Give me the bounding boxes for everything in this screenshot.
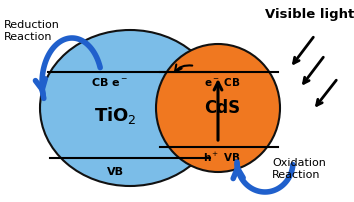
Text: CdS: CdS: [204, 99, 240, 117]
Text: h$^+$ VB: h$^+$ VB: [203, 150, 241, 164]
Text: Oxidation
Reaction: Oxidation Reaction: [272, 158, 326, 180]
Ellipse shape: [40, 30, 220, 186]
Text: TiO$_2$: TiO$_2$: [94, 104, 136, 125]
Text: e$^-$ CB: e$^-$ CB: [204, 76, 240, 88]
Text: Reduction
Reaction: Reduction Reaction: [4, 20, 60, 42]
Text: CB e$^-$: CB e$^-$: [91, 76, 129, 88]
Text: Visible light: Visible light: [266, 8, 354, 21]
Ellipse shape: [156, 44, 280, 172]
Text: VB: VB: [107, 167, 124, 177]
